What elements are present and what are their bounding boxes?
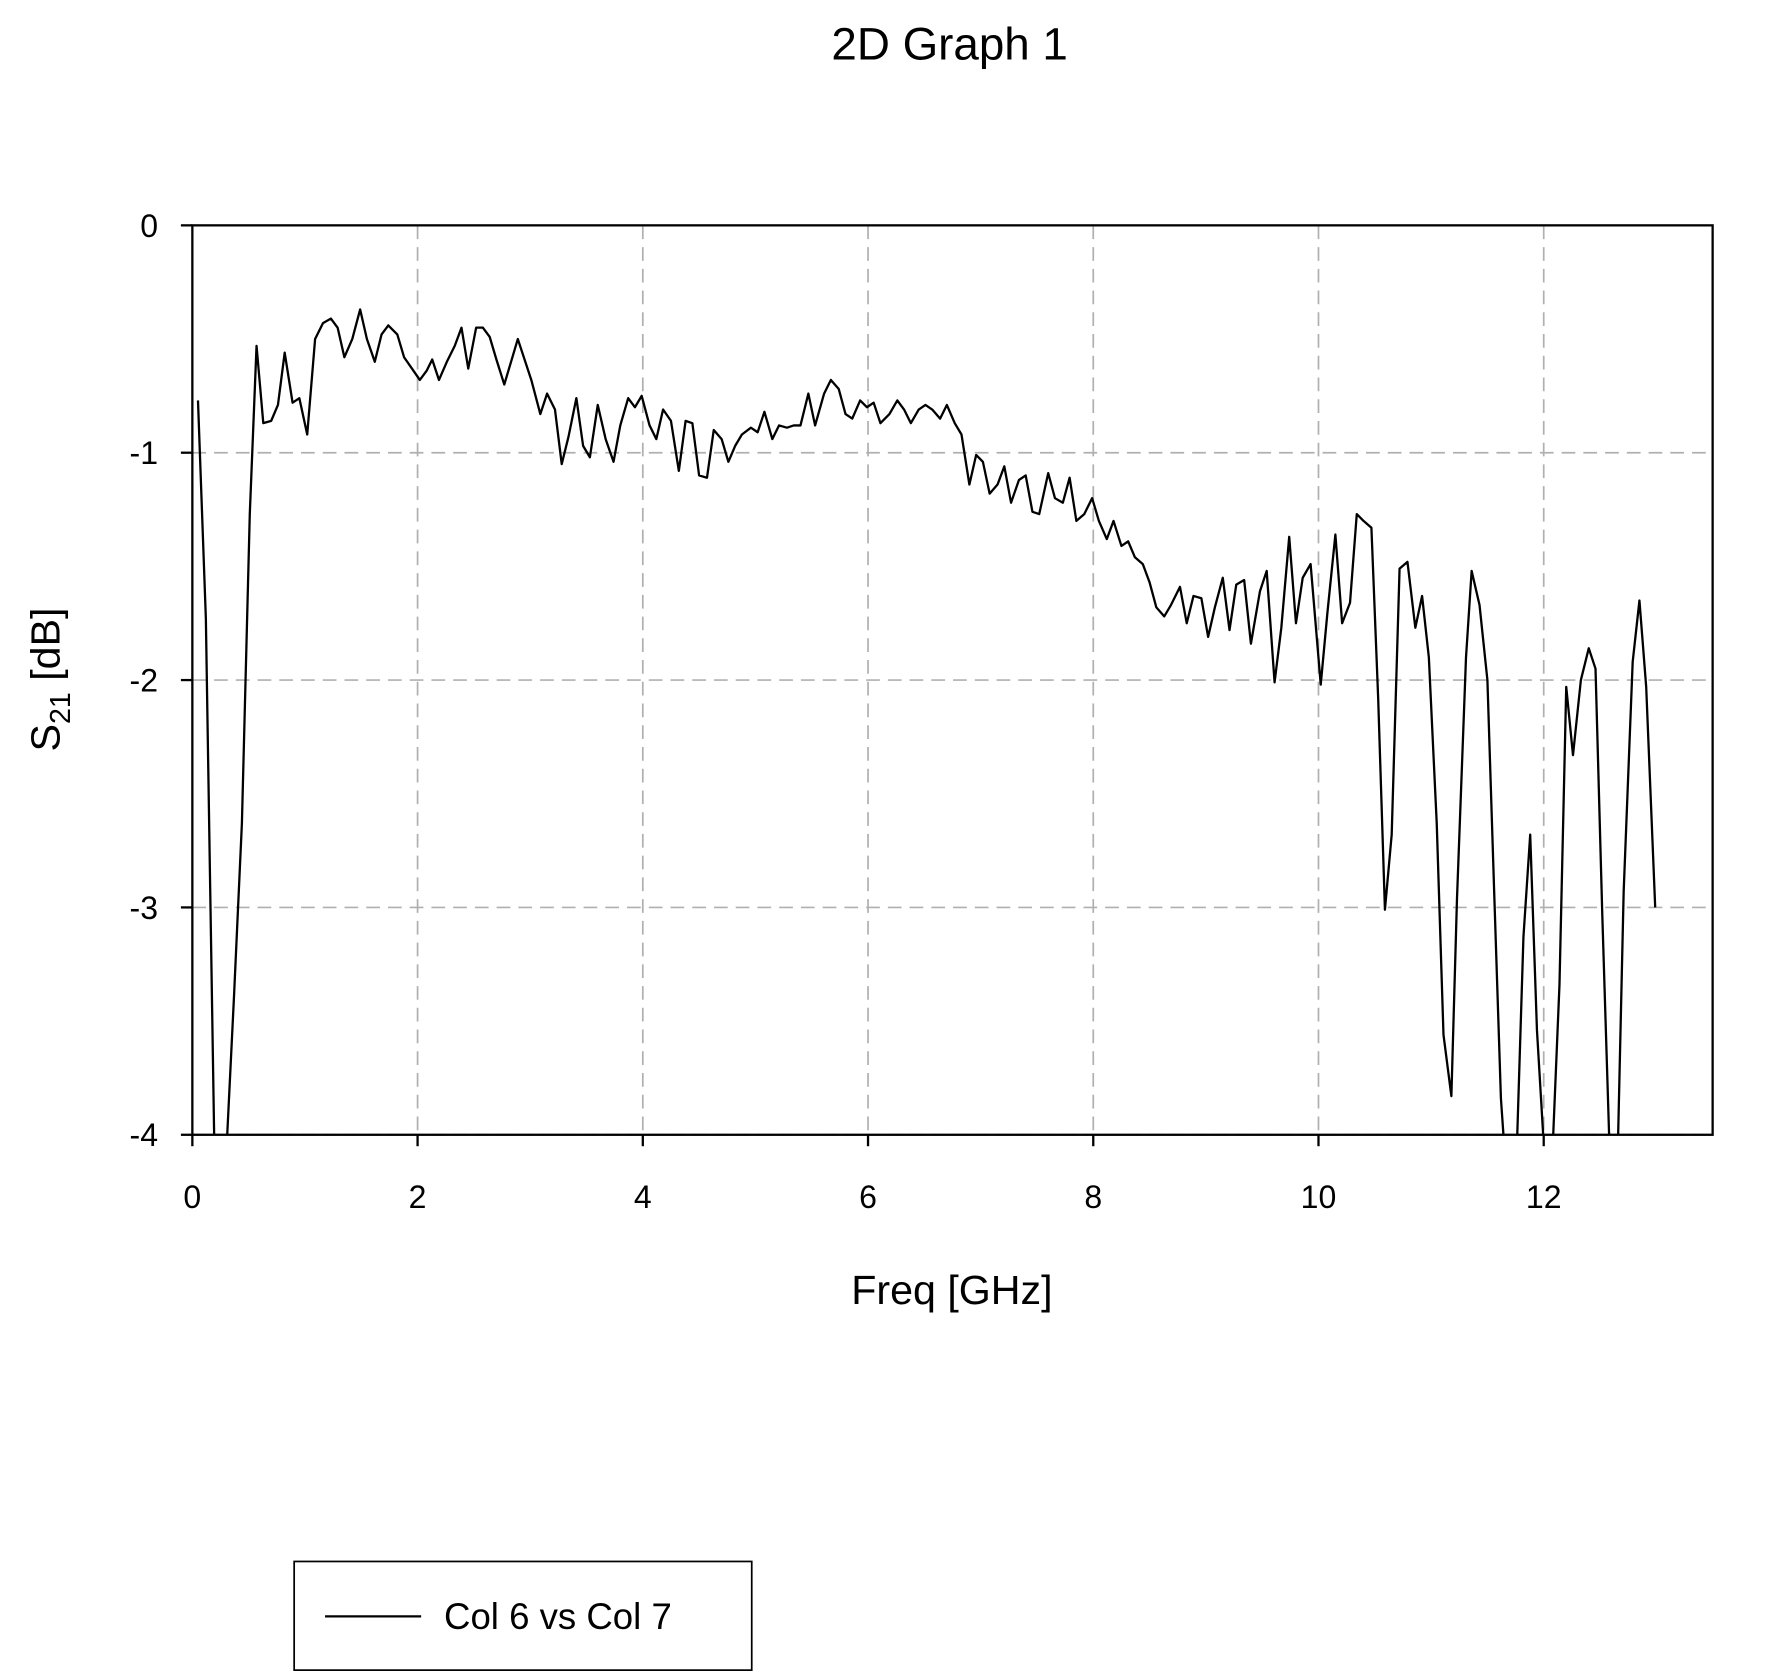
x-tick-label: 0 [183,1179,201,1215]
data-line [196,308,1657,1135]
x-tick-label: 6 [859,1179,877,1215]
y-label-subscript: 21 [45,692,77,724]
y-tick-label: 0 [140,208,158,244]
y-label-unit: [dB] [23,608,69,681]
y-tick-label: -1 [130,435,158,471]
legend-box [293,1560,753,1671]
legend: Col 6 vs Col 7 [325,1596,672,1637]
plot-area [196,308,1657,1135]
x-tick-label: 2 [409,1179,427,1215]
y-tick-label: -4 [130,1117,158,1153]
legend-label: Col 6 vs Col 7 [444,1596,672,1637]
grid [191,224,1713,1136]
chart-title: 2D Graph 1 [831,18,1068,69]
x-axis-label: Freq [GHz] [851,1267,1052,1313]
y-tick-label: -3 [130,890,158,926]
x-tick-label: 12 [1526,1179,1562,1215]
axes: 0 2 4 6 8 10 12 0 -1 -2 -3 -4 [130,208,1562,1215]
y-label-base: S [23,724,69,751]
y-axis-label: S21 [dB] [23,608,77,752]
x-tick-label: 4 [634,1179,652,1215]
y-tick-label: -2 [130,663,158,699]
x-tick-label: 8 [1084,1179,1102,1215]
x-tick-label: 10 [1301,1179,1337,1215]
